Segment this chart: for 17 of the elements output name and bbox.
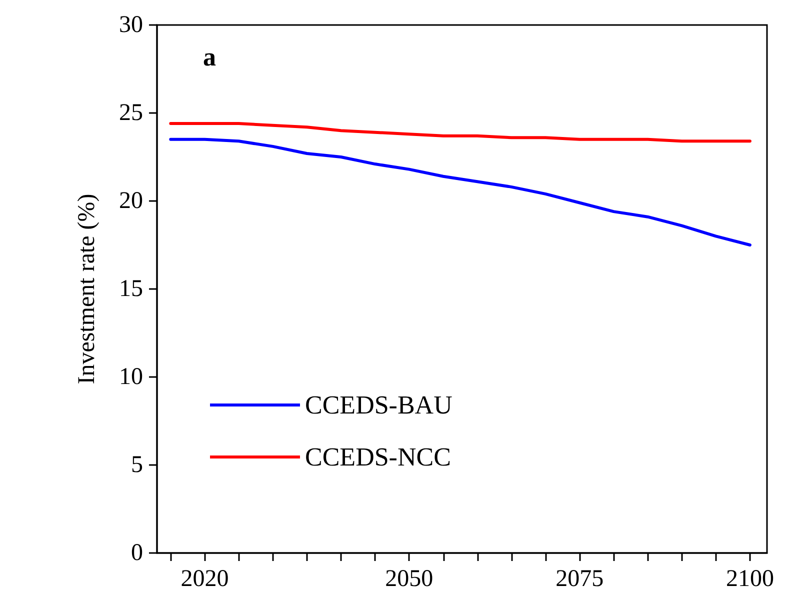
legend-label: CCEDS-BAU	[305, 390, 453, 420]
legend-label: CCEDS-NCC	[305, 442, 451, 472]
y-tick-label: 30	[119, 12, 143, 38]
y-axis-title: Investment rate (%)	[74, 194, 100, 384]
x-tick-label: 2050	[385, 566, 434, 592]
annotation: a	[203, 42, 216, 72]
y-tick-label: 25	[119, 100, 143, 126]
y-tick-label: 5	[131, 452, 143, 478]
line-series	[169, 138, 752, 246]
x-tick-label: 2075	[556, 566, 604, 592]
y-tick-label: 20	[119, 188, 143, 214]
x-tick-label: 2020	[180, 566, 229, 592]
y-tick-label: 15	[119, 276, 143, 302]
x-tick-label: 2100	[726, 566, 774, 592]
line-series	[169, 122, 752, 143]
y-tick-label: 10	[119, 364, 143, 390]
y-tick-label: 0	[131, 540, 143, 566]
